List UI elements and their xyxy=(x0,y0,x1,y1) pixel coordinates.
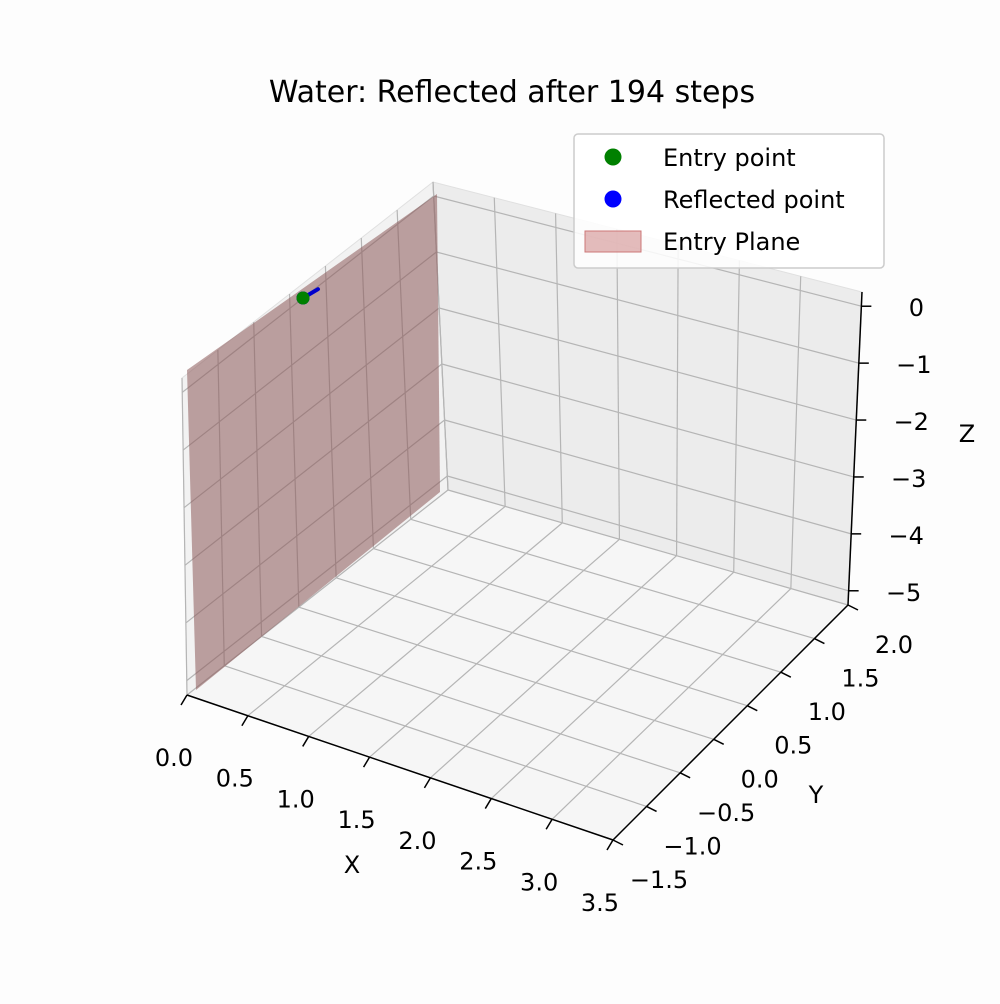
grid-line-back-z xyxy=(438,307,857,421)
z-tick-label: −2 xyxy=(894,408,929,436)
y-tick-mark xyxy=(679,772,691,779)
x-tick-mark xyxy=(362,756,371,768)
grid-line-floor-x xyxy=(430,555,677,779)
x-tick-mark xyxy=(606,839,614,851)
x-tick-label: 0.0 xyxy=(155,744,193,772)
grid-line-back-x xyxy=(675,244,679,556)
grid-line-floor-y xyxy=(410,518,815,640)
x-tick-label: 1.5 xyxy=(337,806,375,834)
z-axis-line xyxy=(847,291,863,606)
y-axis-ticks: −1.5 −1.0 −0.5 0.0 0.5 1.0 1.5 2.0 xyxy=(612,604,913,894)
grid-line-floor-x xyxy=(490,571,735,800)
x-tick-label: 0.5 xyxy=(216,765,254,793)
y-tick-mark xyxy=(713,738,725,745)
grid-line-back-x xyxy=(733,260,741,573)
y-axis-line xyxy=(612,604,849,841)
legend-label-3: Entry Plane xyxy=(663,228,800,256)
legend-marker-1 xyxy=(604,148,622,166)
grid-line-back-z xyxy=(441,363,854,478)
legend-label-2: Reflected point xyxy=(663,186,845,214)
y-tick-mark xyxy=(847,604,859,611)
y-axis-label: Y xyxy=(808,781,824,809)
y-tick-label: −0.5 xyxy=(697,799,755,827)
grid-line-floor-x xyxy=(551,588,792,820)
y-tick-label: 0.0 xyxy=(741,765,779,793)
x-tick-mark xyxy=(423,777,432,789)
y-tick-mark xyxy=(814,637,825,645)
chart-title: Water: Reflected after 194 steps xyxy=(269,75,755,110)
x-tick-label: 1.0 xyxy=(277,785,315,813)
y-tick-label: 0.5 xyxy=(774,732,812,760)
y-tick-mark xyxy=(780,671,792,678)
grid-line-floor-y xyxy=(298,606,714,740)
x-tick-label: 2.0 xyxy=(398,827,436,855)
z-tick-label: −1 xyxy=(896,351,931,379)
x-tick-mark xyxy=(302,736,310,747)
grid-line-floor-y xyxy=(373,547,782,673)
x-axis-label: X xyxy=(344,851,360,879)
x-tick-label: 3.0 xyxy=(520,868,558,896)
data-marks xyxy=(296,287,320,305)
x-tick-label: 3.5 xyxy=(581,889,619,917)
z-tick-label: 0 xyxy=(909,294,924,322)
legend-label-1: Entry point xyxy=(663,144,796,172)
legend: Entry point Reflected point Entry Plane xyxy=(573,133,885,269)
axis-lines xyxy=(186,291,863,841)
legend-marker-3 xyxy=(584,230,642,253)
x-axis-line xyxy=(186,694,614,841)
x-tick-label: 2.5 xyxy=(459,848,497,876)
grid-line-back-x xyxy=(790,276,802,589)
grid-line-floor-x xyxy=(247,505,506,717)
grid-line-back-z xyxy=(444,419,852,535)
grid-line-back-z xyxy=(436,251,859,364)
z-tick-label: −4 xyxy=(888,522,923,550)
y-tick-label: 1.5 xyxy=(841,665,879,693)
y-tick-mark xyxy=(746,705,758,712)
grid-line-floor-x xyxy=(308,522,563,737)
entry-plane-surface xyxy=(187,194,440,690)
x-axis-ticks: 0.0 0.5 1.0 1.5 2.0 2.5 3.0 3.5 xyxy=(155,694,619,917)
grid-line-floor-x xyxy=(369,538,620,758)
grid-line-back-x xyxy=(554,213,563,523)
y-tick-label: 2.0 xyxy=(875,631,913,659)
y-tick-label: −1.5 xyxy=(630,866,688,894)
z-tick-label: −3 xyxy=(891,465,926,493)
y-tick-label: −1.0 xyxy=(663,832,721,860)
y-tick-label: 1.0 xyxy=(808,698,846,726)
y-tick-mark xyxy=(612,839,624,846)
x-tick-mark xyxy=(241,715,249,727)
entry-plane xyxy=(187,194,440,690)
grid-line-back-x xyxy=(493,197,506,507)
legend-marker-2 xyxy=(604,190,622,208)
x-tick-mark xyxy=(180,694,188,706)
grid-line-floor-y xyxy=(447,489,849,606)
grid-line-left-y xyxy=(181,377,188,696)
grid-line-floor-y xyxy=(261,635,681,774)
z-axis-label: Z xyxy=(959,420,975,448)
x-tick-mark xyxy=(545,818,553,830)
x-tick-mark xyxy=(484,798,492,809)
grid-line-floor-y xyxy=(335,577,748,707)
legend-frame xyxy=(573,133,885,269)
grid-line-back-z xyxy=(447,475,849,592)
grid-line-floor-y xyxy=(224,665,647,807)
z-axis-ticks: 0 −1 −2 −3 −4 −5 xyxy=(848,294,932,607)
y-tick-mark xyxy=(646,805,657,813)
grid-line-back-x xyxy=(616,229,621,540)
z-tick-label: −5 xyxy=(886,579,921,607)
entry-point-marker-front xyxy=(296,291,310,305)
